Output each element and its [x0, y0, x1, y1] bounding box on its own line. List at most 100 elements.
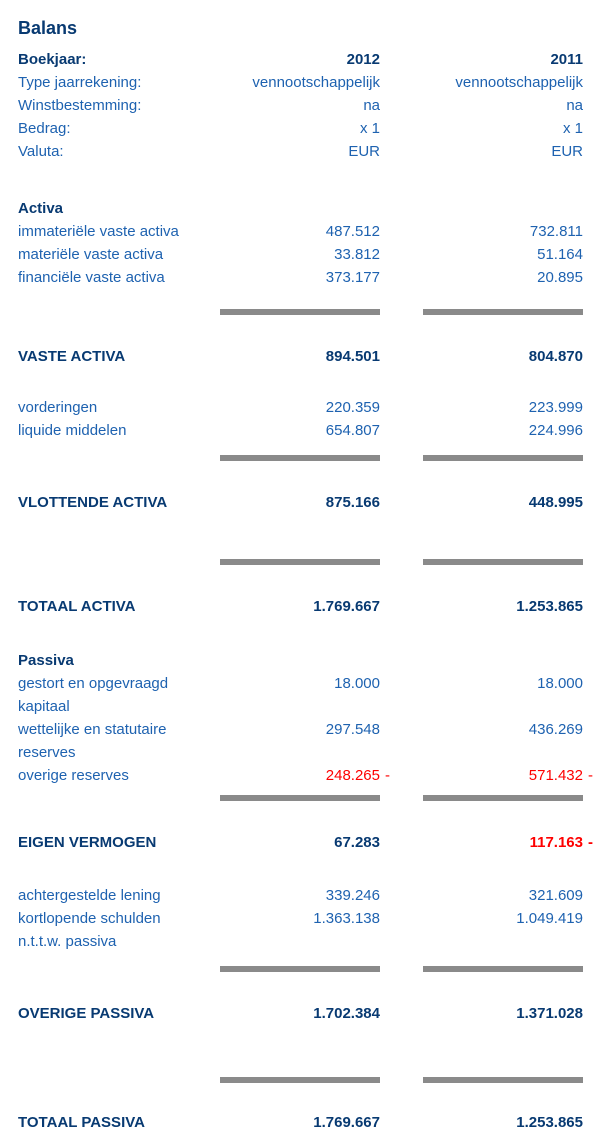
balance-row-financiele-vaste-activa: financiële vaste activa 373.177 20.895 — [18, 266, 601, 289]
sum-rule-2012 — [220, 309, 380, 315]
sum-rule-2011 — [423, 559, 583, 565]
value-2012: 339.246 — [325, 887, 380, 904]
balance-row-materiele-vaste-activa: materiële vaste activa 33.812 51.164 — [18, 243, 601, 266]
sum-rule-2011 — [423, 309, 583, 315]
total-value-2011: 448.995 — [528, 494, 583, 511]
value-2011: 321.609 — [528, 887, 583, 904]
value-2012: 654.807 — [325, 422, 380, 439]
row-label: materiële vaste activa — [18, 246, 164, 263]
total-label: VLOTTENDE ACTIVA — [18, 494, 168, 511]
row-label: overige reserves — [18, 767, 129, 784]
total-value-2012: 67.283 — [334, 834, 380, 851]
total-row-totaal-activa: TOTAAL ACTIVA 1.769.667 1.253.865 — [18, 595, 601, 618]
total-value-2012: 1.769.667 — [313, 1114, 380, 1131]
row-label: financiële vaste activa — [18, 269, 165, 286]
value-2012: 297.548 — [325, 721, 380, 738]
negative-sign: - — [588, 767, 593, 784]
row-label: kortlopende schulden — [18, 910, 161, 927]
total-value-2012: 894.501 — [325, 348, 380, 365]
value-2012: 33.812 — [334, 246, 380, 263]
balance-row-gestort-en-opgevraagd-kapitaal: gestort en opgevraagd kapitaal 18.000 18… — [18, 672, 601, 718]
sum-rule-2011 — [423, 1077, 583, 1083]
meta-label: Bedrag: — [18, 120, 71, 137]
row-label: wettelijke en statutaire reserves — [18, 721, 167, 761]
value-2011: 436.269 — [528, 721, 583, 738]
sum-rule — [18, 309, 601, 315]
meta-row-valuta: Valuta: EUR EUR — [18, 140, 601, 163]
total-value-2011: 1.253.865 — [516, 1114, 583, 1131]
sum-rule-2012 — [220, 966, 380, 972]
balance-row-liquide-middelen: liquide middelen 654.807 224.996 — [18, 419, 601, 442]
meta-value-2011: vennootschappelijk — [455, 74, 583, 91]
sum-rule-2012 — [220, 455, 380, 461]
row-label: gestort en opgevraagd kapitaal — [18, 675, 169, 715]
value-2011-negative: 571.432 — [528, 767, 583, 784]
balance-row-wettelijke-en-statutaire-reserves: wettelijke en statutaire reserves 297.54… — [18, 718, 601, 764]
meta-label: Type jaarrekening: — [18, 74, 142, 91]
value-2012-negative: 248.265 — [325, 767, 380, 784]
meta-value-2011: na — [566, 97, 583, 114]
meta-value-2012: na — [363, 97, 380, 114]
value-2011: 18.000 — [537, 675, 583, 692]
total-label: OVERIGE PASSIVA — [18, 1005, 155, 1022]
column-header-year-2011: 2011 — [550, 51, 583, 68]
sum-rule-2011 — [423, 795, 583, 801]
total-label: TOTAAL ACTIVA — [18, 598, 136, 615]
total-value-2012: 1.702.384 — [313, 1005, 380, 1022]
total-label: VASTE ACTIVA — [18, 348, 126, 365]
value-2011: 51.164 — [537, 246, 583, 263]
meta-label-boekjaar: Boekjaar: — [18, 51, 87, 68]
value-2011: 1.049.419 — [516, 910, 583, 927]
row-label: achtergestelde lening — [18, 887, 161, 904]
balance-row-vorderingen: vorderingen 220.359 223.999 — [18, 396, 601, 419]
negative-sign: - — [385, 767, 390, 784]
meta-label: Winstbestemming: — [18, 97, 142, 114]
total-row-eigen-vermogen: EIGEN VERMOGEN 67.283 117.163 - — [18, 831, 601, 854]
meta-row-winstbestemming: Winstbestemming: na na — [18, 94, 601, 117]
row-label: n.t.t.w. passiva — [18, 933, 117, 950]
row-label: immateriële vaste activa — [18, 223, 179, 240]
value-2012: 487.512 — [325, 223, 380, 240]
balance-row-nttw-passiva: n.t.t.w. passiva — [18, 930, 601, 953]
row-label: liquide middelen — [18, 422, 127, 439]
sum-rule-2011 — [423, 455, 583, 461]
total-row-overige-passiva: OVERIGE PASSIVA 1.702.384 1.371.028 — [18, 1002, 601, 1025]
value-2012: 220.359 — [325, 399, 380, 416]
meta-value-2012: EUR — [348, 143, 380, 160]
section-header-activa: Activa — [18, 200, 64, 217]
total-row-vaste-activa: VASTE ACTIVA 894.501 804.870 — [18, 345, 601, 368]
value-2011: 223.999 — [528, 399, 583, 416]
sum-rule — [18, 455, 601, 461]
total-value-2012: 875.166 — [325, 494, 380, 511]
total-value-2011: 1.253.865 — [516, 598, 583, 615]
meta-value-2012: vennootschappelijk — [252, 74, 380, 91]
total-value-2011: 804.870 — [528, 348, 583, 365]
balance-row-overige-reserves: overige reserves 248.265 - 571.432 - — [18, 764, 601, 787]
sum-rule-2012 — [220, 795, 380, 801]
value-2012: 373.177 — [325, 269, 380, 286]
meta-value-2012: x 1 — [359, 120, 380, 137]
row-label: vorderingen — [18, 399, 98, 416]
page-title: Balans — [18, 18, 78, 38]
balance-row-immateriele-vaste-activa: immateriële vaste activa 487.512 732.811 — [18, 220, 601, 243]
value-2011: 224.996 — [528, 422, 583, 439]
value-2011: 732.811 — [529, 223, 583, 240]
total-label: EIGEN VERMOGEN — [18, 834, 157, 851]
value-2012: 1.363.138 — [313, 910, 380, 927]
total-value-2012: 1.769.667 — [313, 598, 380, 615]
total-row-totaal-passiva: TOTAAL PASSIVA 1.769.667 1.253.865 — [18, 1111, 601, 1134]
value-2011: 20.895 — [537, 269, 583, 286]
total-label: TOTAAL PASSIVA — [18, 1114, 145, 1131]
value-2012: 18.000 — [334, 675, 380, 692]
meta-row-type-jaarrekening: Type jaarrekening: vennootschappelijk ve… — [18, 71, 601, 94]
sum-rule-2012 — [220, 1077, 380, 1083]
total-value-2011: 1.371.028 — [516, 1005, 583, 1022]
sum-rule — [18, 559, 601, 565]
sum-rule-2012 — [220, 559, 380, 565]
sum-rule — [18, 1077, 601, 1083]
balance-row-kortlopende-schulden: kortlopende schulden 1.363.138 1.049.419 — [18, 907, 601, 930]
negative-sign: - — [588, 834, 593, 851]
meta-row-boekjaar: Boekjaar: 2012 2011 — [18, 48, 601, 71]
column-header-year-2012: 2012 — [346, 51, 380, 68]
